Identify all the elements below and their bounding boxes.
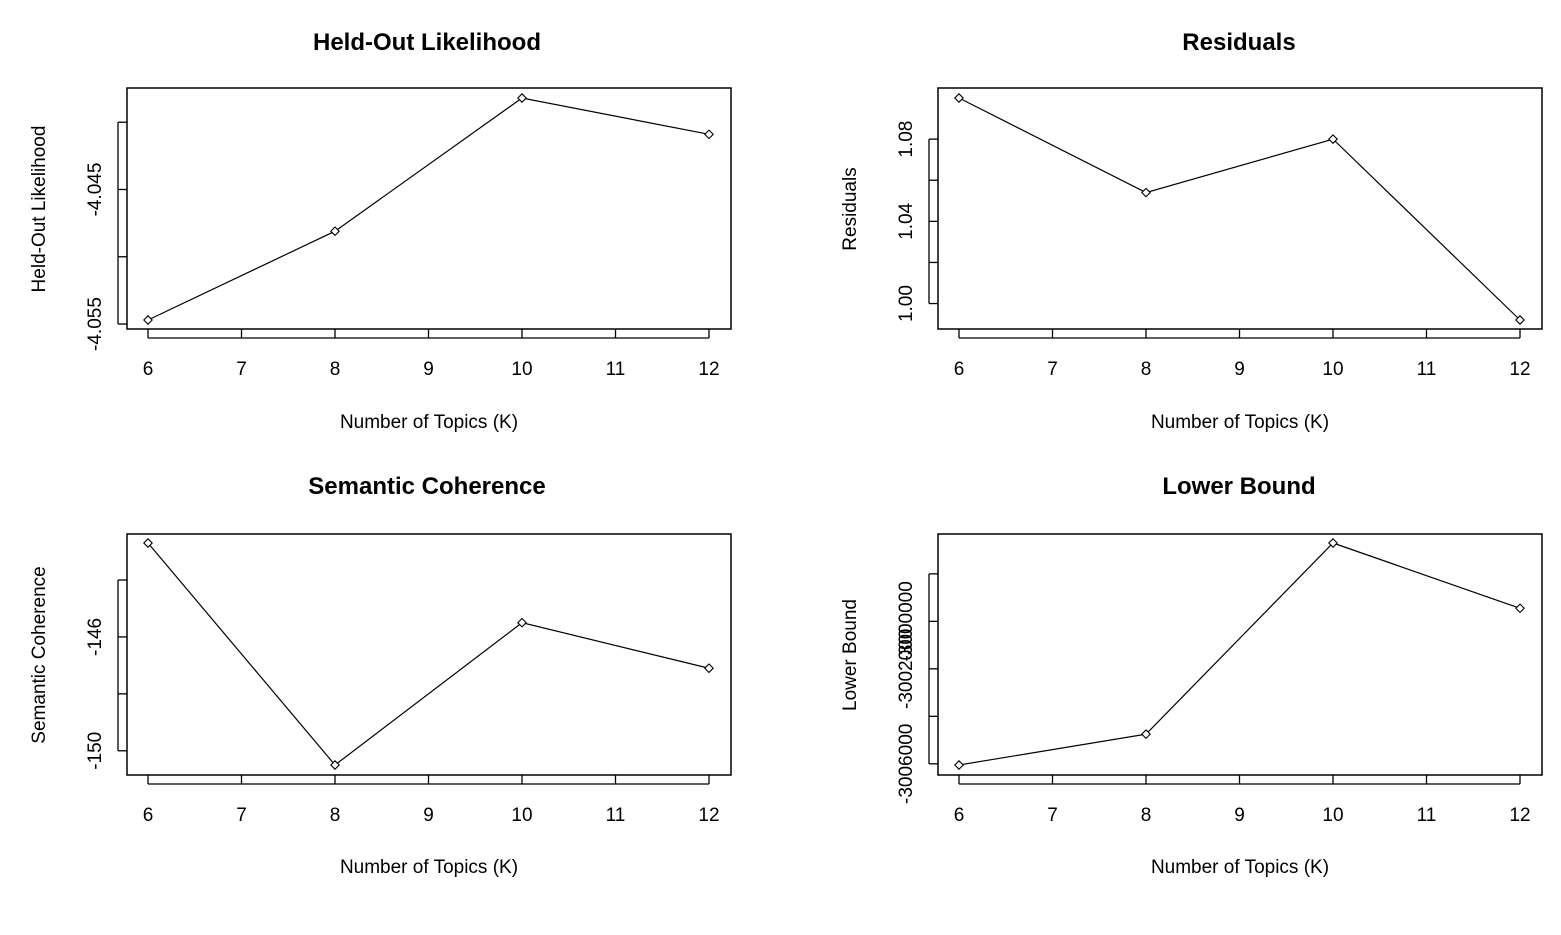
y-axis-label: Residuals [840, 167, 861, 250]
x-tick-label: 7 [1047, 805, 1058, 826]
y-axis-label: Lower Bound [840, 599, 861, 711]
data-point [143, 538, 153, 548]
y-axis-label: Semantic Coherence [29, 566, 50, 743]
data-point [1515, 603, 1525, 614]
x-tick-label: 6 [143, 805, 154, 826]
x-tick-label: 10 [1322, 359, 1343, 380]
y-tick-label: -146 [85, 618, 106, 656]
data-point [1328, 538, 1338, 548]
x-tick-label: 7 [236, 359, 247, 380]
chart-panel-1: Held-Out Likelihood 6 7 8 9 10 11 12 -4.055 -4.04… [29, 29, 732, 433]
x-tick-label: 6 [143, 359, 154, 380]
y-tick-label: 1.00 [896, 285, 917, 322]
x-axis-label: Number of Topics (K) [1151, 857, 1329, 878]
x-tick-label: 11 [606, 359, 626, 380]
plot-frame [937, 533, 1543, 776]
chart-title: Semantic Coherence [308, 473, 545, 500]
x-tick-label: 10 [511, 805, 532, 826]
x-tick-label: 8 [330, 359, 341, 380]
data-point [330, 760, 340, 770]
x-axis-label: Number of Topics (K) [1151, 412, 1329, 433]
x-tick-label: 8 [1141, 359, 1152, 380]
data-point [1141, 729, 1151, 740]
x-tick-label: 6 [954, 359, 965, 380]
x-tick-label: 10 [1322, 805, 1343, 826]
data-point [704, 129, 714, 140]
plot-frame [126, 533, 732, 776]
y-tick-label: -3006000 [896, 724, 917, 804]
data-point [1515, 315, 1525, 325]
x-tick-label: 8 [1141, 805, 1152, 826]
y-tick-label: 1.08 [896, 121, 917, 158]
y-tick-label: -3000000 [896, 581, 917, 661]
x-tick-label: 9 [1234, 805, 1245, 826]
y-tick-label: -150 [85, 732, 106, 770]
data-point [1141, 187, 1151, 198]
series-line [958, 542, 1521, 766]
chart-title: Lower Bound [1162, 473, 1315, 500]
x-tick-label: 6 [954, 805, 965, 826]
y-tick-label: -4.045 [85, 163, 106, 217]
y-axis-label: Held-Out Likelihood [29, 126, 50, 293]
x-tick-label: 12 [1509, 805, 1530, 826]
chart-title: Held-Out Likelihood [313, 29, 541, 56]
x-tick-label: 9 [423, 805, 434, 826]
data-point [954, 760, 964, 770]
x-tick-label: 12 [1509, 359, 1530, 380]
x-tick-label: 9 [1234, 359, 1245, 380]
plot-frame [126, 87, 732, 330]
chart-panel-4: Lower Bound 6 7 8 9 10 11 12 -3006000 -3002000-30… [840, 473, 1543, 878]
x-tick-label: 9 [423, 359, 434, 380]
data-point [330, 226, 340, 237]
data-point [517, 93, 527, 103]
series-line [147, 97, 710, 321]
x-tick-label: 8 [330, 805, 341, 826]
x-tick-label: 11 [1417, 805, 1437, 826]
data-point [954, 93, 964, 103]
data-point [704, 663, 714, 674]
x-tick-label: 12 [698, 805, 719, 826]
plot-frame [937, 87, 1543, 330]
x-tick-label: 11 [1417, 359, 1437, 380]
x-tick-label: 10 [511, 359, 532, 380]
series-line [147, 542, 710, 766]
chart-panel-2: Residuals 6 7 8 9 10 11 12 1.00 1.04 1.08 Number of… [840, 29, 1543, 433]
x-tick-label: 12 [698, 359, 719, 380]
series-line [958, 97, 1521, 321]
x-tick-label: 11 [606, 805, 626, 826]
x-tick-label: 7 [236, 805, 247, 826]
y-tick-label: 1.04 [896, 202, 917, 239]
y-tick-label: -4.055 [85, 297, 106, 351]
chart-title: Residuals [1182, 29, 1295, 56]
data-point [517, 617, 527, 628]
data-point [143, 315, 153, 325]
x-axis-label: Number of Topics (K) [340, 412, 518, 433]
x-tick-label: 7 [1047, 359, 1058, 380]
chart-panel-3: Semantic Coherence 6 7 8 9 10 11 12 -150 -146 Numb… [29, 473, 732, 878]
x-axis-label: Number of Topics (K) [340, 857, 518, 878]
y-tick-label: -3002000 [896, 629, 917, 709]
data-point [1328, 134, 1338, 145]
